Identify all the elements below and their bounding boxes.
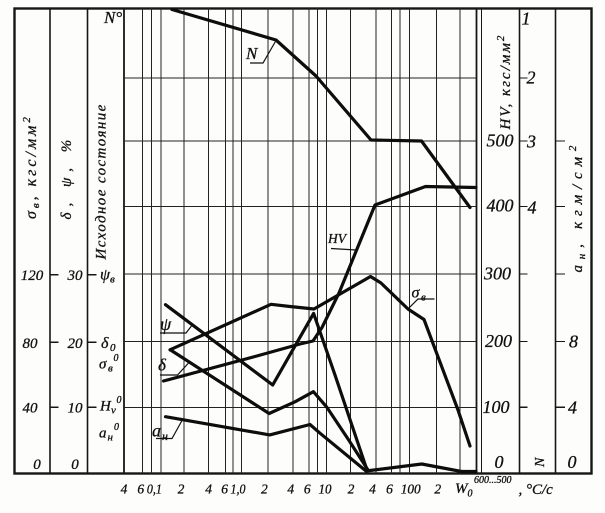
svg-text:2: 2 (178, 482, 185, 497)
svg-text:6: 6 (386, 482, 393, 497)
svg-text:δ, ψ, %: δ, ψ, % (59, 134, 75, 220)
svg-text:ψ: ψ (160, 314, 172, 334)
svg-text:σ: σ (99, 357, 107, 373)
svg-text:8: 8 (569, 332, 578, 352)
svg-text:500: 500 (487, 131, 514, 151)
svg-text:4: 4 (287, 482, 294, 497)
svg-text:в: в (110, 274, 115, 286)
svg-text:2: 2 (527, 68, 536, 88)
svg-text:120: 120 (21, 268, 44, 284)
svg-text:6: 6 (304, 482, 311, 497)
svg-text:600...500: 600...500 (474, 475, 512, 486)
svg-text:3: 3 (526, 132, 536, 152)
svg-text:6: 6 (221, 482, 228, 497)
svg-text:4: 4 (205, 482, 212, 497)
svg-text:100: 100 (483, 397, 510, 417)
svg-text:0: 0 (71, 457, 79, 473)
svg-text:30: 30 (67, 268, 84, 284)
svg-text:0: 0 (495, 452, 504, 472)
svg-text:N°: N° (103, 8, 122, 27)
svg-text:Исходное состояние: Исходное состояние (94, 103, 110, 260)
svg-text:4: 4 (568, 398, 577, 418)
svg-text:0,1: 0,1 (147, 482, 162, 497)
svg-text:0: 0 (110, 342, 116, 354)
svg-text:0: 0 (33, 457, 41, 473)
svg-text:н: н (162, 429, 168, 443)
svg-text:H: H (99, 399, 112, 415)
svg-text:δ: δ (101, 335, 109, 352)
svg-text:ψ: ψ (100, 267, 111, 284)
svg-text:300: 300 (483, 264, 511, 284)
svg-text:1,0: 1,0 (231, 482, 246, 497)
svg-text:N: N (533, 457, 548, 468)
svg-text:1: 1 (522, 9, 531, 29)
svg-text:0: 0 (568, 452, 577, 472)
svg-text:a: a (152, 421, 161, 441)
svg-text:N: N (245, 44, 259, 63)
svg-text:σ: σ (412, 285, 421, 302)
svg-text:HV, кгс/мм2: HV, кгс/мм2 (495, 34, 514, 131)
svg-text:4: 4 (121, 482, 128, 497)
svg-text:HV: HV (327, 231, 348, 246)
svg-text:100: 100 (401, 482, 421, 497)
svg-text:a: a (99, 426, 107, 442)
svg-text:10: 10 (68, 401, 84, 417)
svg-text:2: 2 (434, 482, 441, 497)
svg-text:σв, кгс/мм2: σв, кгс/мм2 (21, 114, 42, 219)
svg-text:0: 0 (114, 422, 119, 433)
svg-text:0: 0 (114, 353, 119, 364)
svg-text:0: 0 (468, 489, 473, 500)
svg-text:400: 400 (487, 196, 514, 216)
svg-text:4: 4 (528, 198, 537, 218)
svg-text:80: 80 (23, 336, 39, 352)
svg-text:200: 200 (485, 331, 512, 351)
svg-text:4: 4 (369, 482, 376, 497)
svg-text:20: 20 (68, 336, 84, 352)
svg-text:в: в (421, 292, 426, 304)
svg-text:aн, кгм/см2: aн, кгм/см2 (567, 140, 588, 273)
svg-text:н: н (108, 432, 114, 444)
svg-text:6: 6 (137, 482, 144, 497)
svg-text:в: в (108, 363, 113, 375)
svg-text:v: v (111, 405, 116, 417)
svg-text:W: W (455, 481, 469, 497)
svg-text:2: 2 (261, 482, 268, 497)
svg-text:40: 40 (23, 401, 39, 417)
svg-text:, °C/c: , °C/c (519, 482, 554, 498)
svg-text:10: 10 (319, 482, 332, 497)
svg-text:0: 0 (117, 395, 122, 406)
svg-text:2: 2 (348, 482, 355, 497)
svg-text:δ: δ (158, 356, 167, 375)
